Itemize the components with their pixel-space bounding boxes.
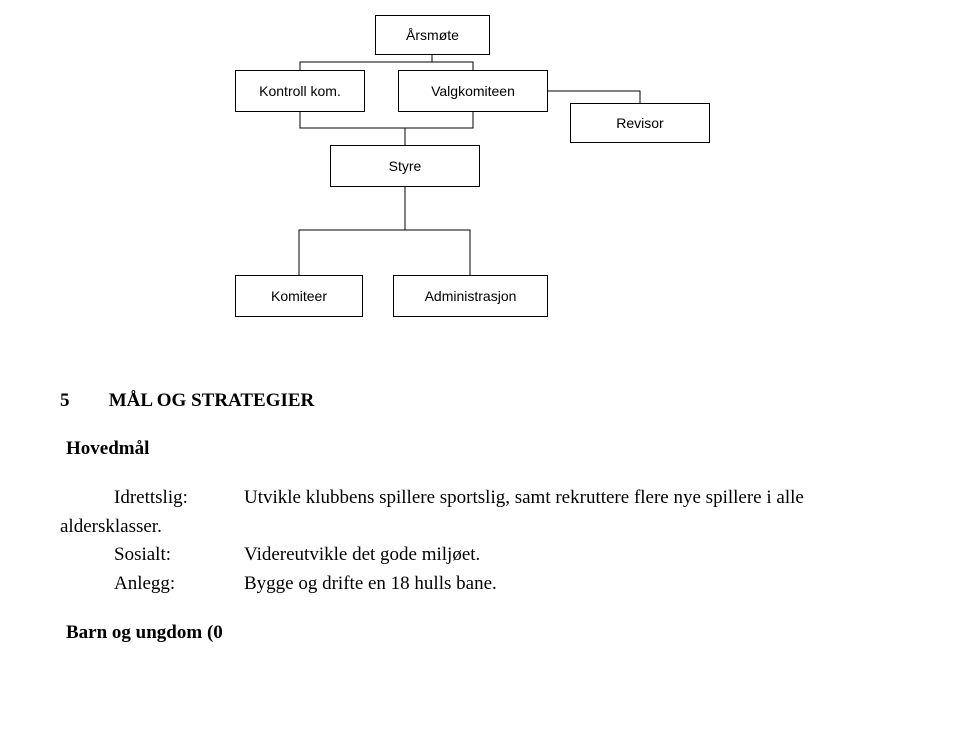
body-line-label: Idrettslig: [114,484,244,513]
node-kontroll: Kontroll kom. [235,70,365,112]
node-komiteer: Komiteer [235,275,363,317]
node-arsmote: Årsmøte [375,15,490,55]
body-line-label: aldersklasser. [60,513,162,542]
body-line-text: Utvikle klubbens spillere sportslig, sam… [244,484,804,513]
sub-heading: Hovedmål [66,438,919,460]
body-lines: Idrettslig:Utvikle klubbens spillere spo… [114,484,919,598]
body-line: Idrettslig:Utvikle klubbens spillere spo… [114,484,919,513]
body-line-label: Anlegg: [114,570,244,599]
section-number: 5 [60,390,104,412]
node-administrasjon: Administrasjon [393,275,548,317]
node-revisor: Revisor [570,103,710,143]
section-heading: 5 MÅL OG STRATEGIER [60,390,919,412]
org-chart-diagram: ÅrsmøteKontroll kom. Valgkomiteen Revisor S… [0,0,959,370]
body-line-text: Videreutvikle det gode miljøet. [244,541,480,570]
body-line-text: Bygge og drifte en 18 hulls bane. [244,570,497,599]
body-line: Anlegg:Bygge og drifte en 18 hulls bane. [114,570,919,599]
body-line: Sosialt:Videreutvikle det gode miljøet. [114,541,919,570]
text-section: 5 MÅL OG STRATEGIER Hovedmål Idrettslig:… [0,370,959,664]
node-styre: Styre [330,145,480,187]
body-line: aldersklasser. [60,513,919,542]
section-title: MÅL OG STRATEGIER [109,390,315,411]
extra-heading: Barn og ungdom (0 [66,622,919,644]
body-line-label: Sosialt: [114,541,244,570]
node-valgkomiteen: Valgkomiteen [398,70,548,112]
